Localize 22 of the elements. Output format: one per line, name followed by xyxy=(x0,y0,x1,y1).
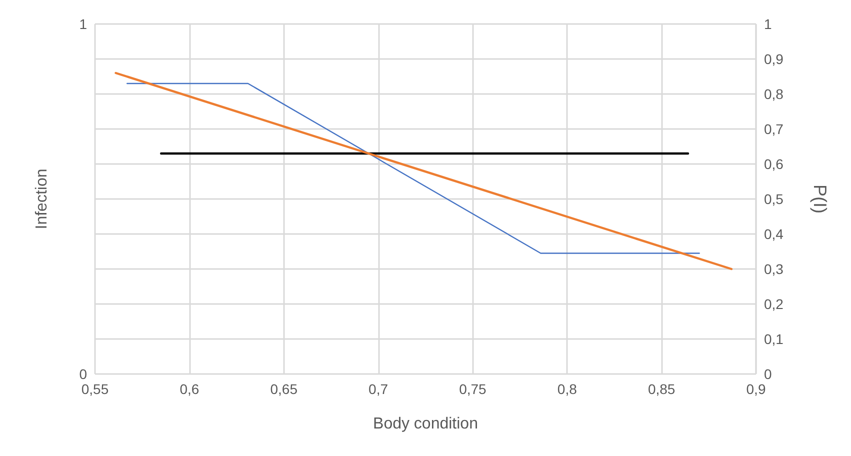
y2-tick-label: 0,2 xyxy=(764,296,784,312)
x-tick-label: 0,7 xyxy=(368,381,388,397)
x-tick-label: 0,8 xyxy=(557,381,578,397)
x-tick-label: 0,55 xyxy=(81,381,109,397)
y2-tick-label: 0 xyxy=(764,366,772,382)
x-tick-label: 0,65 xyxy=(270,381,298,397)
y2-tick-label: 0,5 xyxy=(764,191,784,207)
y2-tick-label: 0,3 xyxy=(764,261,784,277)
x-tick-label: 0,6 xyxy=(180,381,200,397)
y2-tick-label: 0,1 xyxy=(764,331,784,347)
y2-tick-label: 0,9 xyxy=(764,51,784,67)
y-axis-title: Infection xyxy=(34,168,50,230)
y2-tick-label: 0,4 xyxy=(764,226,784,242)
y2-tick-label: 0,8 xyxy=(764,86,784,102)
y2-tick-label: 0,7 xyxy=(764,121,784,137)
x-tick-label: 0,75 xyxy=(459,381,487,397)
x-tick-label: 0,9 xyxy=(746,381,766,397)
x-axis-title: Body condition xyxy=(373,416,478,432)
y2-axis-title: P(I) xyxy=(810,184,830,214)
y2-tick-label: 0,6 xyxy=(764,156,784,172)
x-tick-label: 0,85 xyxy=(648,381,676,397)
y2-tick-label: 1 xyxy=(764,16,772,32)
